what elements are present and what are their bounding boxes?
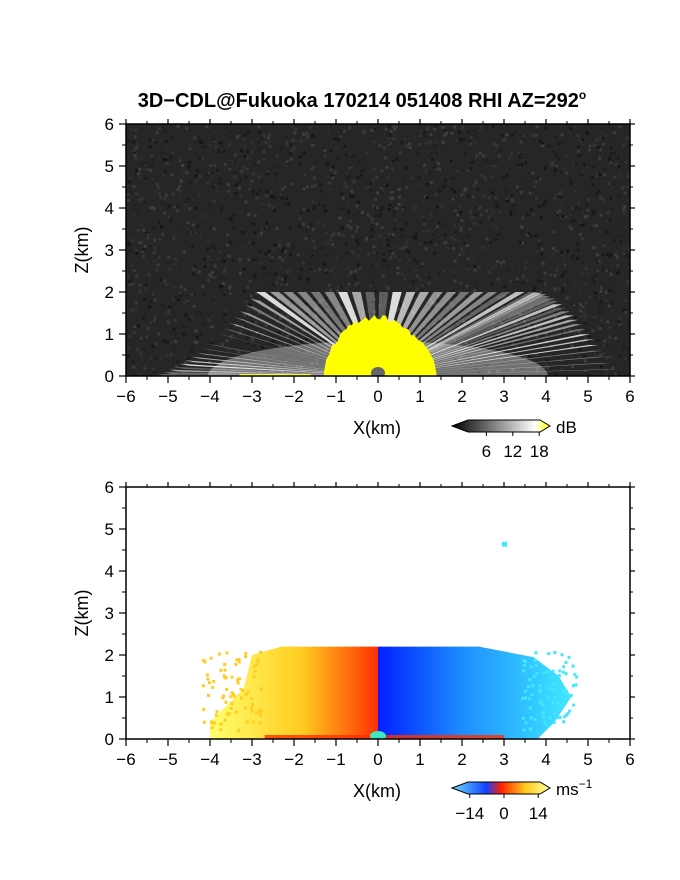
- y-tick-label: 1: [105, 688, 114, 707]
- doppler-velocity-colorbar: ms−1 −14 0 14: [450, 777, 593, 823]
- x-tick-label: −1: [326, 750, 345, 769]
- colorbar-tick-label: 6: [482, 442, 491, 461]
- y-tick-label: 4: [105, 562, 114, 581]
- doppler-velocity-colorbar-bar: [450, 781, 551, 795]
- x-tick-label: 5: [583, 387, 592, 406]
- reflectivity-plot-area: [126, 124, 630, 376]
- x-tick-label: −1: [326, 387, 345, 406]
- x-tick-label: 0: [373, 750, 382, 769]
- x-tick-label: −5: [158, 387, 177, 406]
- x-tick-label: 5: [583, 750, 592, 769]
- doppler-velocity-colorbar-ticks: −14 0 14: [455, 794, 548, 823]
- reflectivity-colorbar-bar: [450, 419, 551, 433]
- reflectivity-ylabel: Z(km): [72, 227, 92, 274]
- reflectivity-ground-echo: [239, 374, 311, 376]
- doppler-velocity-xlabel: X(km): [353, 781, 401, 801]
- doppler-velocity-axes: −6 −5 −4 −3 −2 −1 0 1 2 3 4 5 6 0 1 2 3 4 5 6: [105, 478, 635, 769]
- y-tick-label: 3: [105, 241, 114, 260]
- x-tick-label: −3: [242, 750, 261, 769]
- reflectivity-strong-echo: [323, 315, 437, 376]
- x-tick-label: 4: [541, 750, 550, 769]
- colorbar-tick-label: 12: [503, 442, 522, 461]
- x-tick-label: 1: [415, 750, 424, 769]
- x-tick-label: 2: [457, 387, 466, 406]
- x-tick-label: −6: [116, 750, 135, 769]
- y-tick-label: 6: [105, 115, 114, 134]
- colorbar-tick-label: 14: [529, 804, 548, 823]
- velocity-edge-speckle: [202, 650, 579, 733]
- reflectivity-colorbar-unit: dB: [556, 418, 577, 437]
- y-tick-label: 0: [105, 367, 114, 386]
- reflectivity-colorbar: dB 6 12 18: [450, 418, 577, 461]
- x-tick-label: 6: [625, 387, 634, 406]
- y-tick-label: 2: [105, 646, 114, 665]
- x-tick-label: −2: [284, 387, 303, 406]
- x-tick-label: −6: [116, 387, 135, 406]
- x-tick-label: 2: [457, 750, 466, 769]
- y-tick-label: 4: [105, 199, 114, 218]
- x-tick-label: 0: [373, 387, 382, 406]
- x-tick-label: −2: [284, 750, 303, 769]
- x-tick-label: −3: [242, 387, 261, 406]
- x-tick-label: 3: [499, 750, 508, 769]
- y-tick-label: 3: [105, 604, 114, 623]
- reflectivity-site-marker: [371, 367, 385, 376]
- velocity-isolated-pixel: [502, 541, 507, 547]
- doppler-velocity-colorbar-unit: ms−1: [556, 777, 593, 799]
- x-tick-label: −4: [200, 750, 219, 769]
- reflectivity-xlabel: X(km): [353, 418, 401, 438]
- colorbar-tick-label: 18: [530, 442, 549, 461]
- colorbar-tick-label: −14: [455, 804, 484, 823]
- y-tick-label: 1: [105, 325, 114, 344]
- x-tick-label: −4: [200, 387, 219, 406]
- doppler-velocity-ylabel: Z(km): [72, 590, 92, 637]
- velocity-receding-region: [378, 646, 572, 739]
- y-tick-label: 6: [105, 478, 114, 497]
- x-tick-label: −5: [158, 750, 177, 769]
- doppler-velocity-panel: −6 −5 −4 −3 −2 −1 0 1 2 3 4 5 6 0 1 2 3 4 5 6 X(km) Z(km) m…: [72, 478, 635, 823]
- y-tick-label: 0: [105, 730, 114, 749]
- y-tick-label: 5: [105, 520, 114, 539]
- x-tick-label: 1: [415, 387, 424, 406]
- figure-title: 3D−CDL@Fukuoka 170214 051408 RHI AZ=292o: [138, 88, 587, 112]
- velocity-approaching-region: [210, 646, 378, 739]
- reflectivity-colorbar-ticks: 6 12 18: [482, 432, 549, 461]
- x-tick-label: 6: [625, 750, 634, 769]
- x-tick-label: 4: [541, 387, 550, 406]
- velocity-site-marker: [370, 731, 386, 739]
- colorbar-tick-label: 0: [499, 804, 508, 823]
- doppler-velocity-plot-area: [202, 541, 579, 739]
- x-tick-label: 3: [499, 387, 508, 406]
- y-tick-label: 5: [105, 157, 114, 176]
- y-tick-label: 2: [105, 283, 114, 302]
- reflectivity-axes: −6 −5 −4 −3 −2 −1 0 1 2 3 4 5 6 0 1 2 3 4 5 6: [105, 115, 635, 406]
